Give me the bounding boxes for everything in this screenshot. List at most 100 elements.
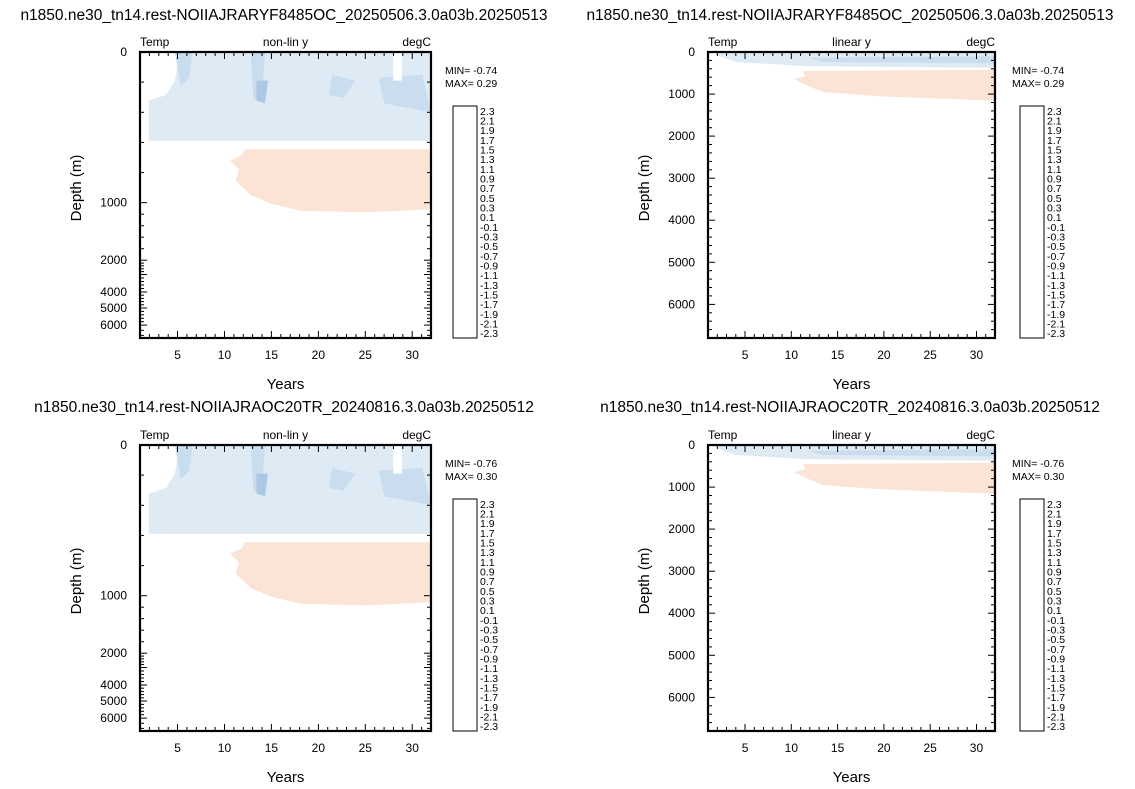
colorbar-label: -1.3 bbox=[1047, 673, 1065, 685]
panel-1: n1850.ne30_tn14.rest-NOIIAJRARYF8485OC_2… bbox=[20, 7, 547, 393]
x-tick-label: 20 bbox=[877, 348, 891, 362]
variable-label: Temp bbox=[140, 428, 170, 442]
colorbar-label: -2.3 bbox=[1047, 721, 1065, 733]
y-tick-label: 5000 bbox=[668, 648, 695, 662]
colorbar-label: 2.3 bbox=[1047, 499, 1062, 511]
colorbar-label: -1.5 bbox=[480, 290, 498, 302]
colorbar-label: -1.1 bbox=[480, 663, 498, 675]
colorbar-label: -1.5 bbox=[1047, 290, 1065, 302]
x-tick-label: 15 bbox=[265, 741, 279, 755]
colorbar-label: -0.9 bbox=[480, 261, 498, 273]
colorbar-label: 2.1 bbox=[480, 116, 495, 128]
variable-label: Temp bbox=[708, 35, 738, 49]
y-tick-label: 1000 bbox=[100, 196, 127, 210]
colorbar-label: -0.1 bbox=[480, 615, 498, 627]
max-value-text: MAX= 0.29 bbox=[445, 78, 497, 90]
colorbar-label: -0.9 bbox=[1047, 261, 1065, 273]
colorbar-label: 1.3 bbox=[480, 547, 495, 559]
colorbar-label: -2.3 bbox=[480, 328, 498, 340]
max-value-text: MAX= 0.29 bbox=[1012, 78, 1064, 90]
contour-negative-core bbox=[808, 449, 995, 457]
colorbar-label: 1.7 bbox=[480, 528, 495, 540]
contour-negative-core bbox=[808, 56, 995, 64]
y-tick-label: 1000 bbox=[668, 480, 695, 494]
min-value-text: MIN= -0.74 bbox=[445, 65, 497, 77]
colorbar-label: -0.7 bbox=[480, 644, 498, 656]
colorbar-label: 2.3 bbox=[480, 106, 495, 118]
axis-scale-label: linear y bbox=[832, 428, 871, 442]
colorbar-label: -1.7 bbox=[1047, 299, 1065, 311]
colorbar-label: -2.3 bbox=[1047, 328, 1065, 340]
colorbar-label: 0.9 bbox=[480, 174, 495, 186]
contour-fills bbox=[148, 52, 431, 213]
colorbar-label: -2.3 bbox=[480, 721, 498, 733]
y-tick-label: 2000 bbox=[100, 646, 127, 660]
colorbar-label: 0.7 bbox=[1047, 183, 1062, 195]
x-axis-label: Years bbox=[833, 376, 871, 393]
colorbar-label: -0.1 bbox=[1047, 615, 1065, 627]
x-tick-label: 10 bbox=[785, 741, 799, 755]
y-tick-label: 2000 bbox=[668, 522, 695, 536]
y-tick-label: 4000 bbox=[100, 285, 127, 299]
y-axis-label: Depth (m) bbox=[636, 548, 653, 615]
colorbar-label: 0.9 bbox=[480, 567, 495, 579]
y-tick-label: 6000 bbox=[100, 711, 127, 725]
colorbar-label: 0.5 bbox=[1047, 193, 1062, 205]
plot-frame bbox=[138, 443, 433, 733]
colorbar-label: 0.3 bbox=[1047, 203, 1062, 215]
x-tick-label: 5 bbox=[742, 741, 749, 755]
panel-4: n1850.ne30_tn14.rest-NOIIAJRAOC20TR_2024… bbox=[600, 399, 1100, 786]
max-value-text: MAX= 0.30 bbox=[1012, 471, 1064, 483]
colorbar-label: -0.5 bbox=[480, 634, 498, 646]
colorbar: 2.32.11.91.71.51.31.10.90.70.50.30.1-0.1… bbox=[452, 105, 498, 340]
contour-positive-region bbox=[794, 69, 995, 101]
colorbar-label: 2.1 bbox=[480, 509, 495, 521]
y-tick-label: 6000 bbox=[668, 690, 695, 704]
colorbar-label: 0.1 bbox=[1047, 605, 1062, 617]
contour-negative-core bbox=[378, 74, 431, 113]
x-tick-label: 25 bbox=[359, 348, 373, 362]
colorbar-label: 1.5 bbox=[480, 538, 495, 550]
y-tick-label: 1000 bbox=[100, 589, 127, 603]
x-tick-label: 15 bbox=[831, 741, 845, 755]
colorbar: 2.32.11.91.71.51.31.10.90.70.50.30.1-0.1… bbox=[452, 498, 498, 733]
contour-positive-region bbox=[794, 462, 995, 494]
panel-title: n1850.ne30_tn14.rest-NOIIAJRAOC20TR_2024… bbox=[34, 399, 534, 416]
colorbar-label: -1.3 bbox=[480, 673, 498, 685]
min-value-text: MIN= -0.76 bbox=[445, 458, 497, 470]
y-tick-label: 3000 bbox=[668, 171, 695, 185]
contour-negative-core bbox=[174, 445, 193, 480]
x-tick-label: 10 bbox=[218, 348, 232, 362]
colorbar-label: 1.1 bbox=[1047, 164, 1062, 176]
colorbar-label: 2.1 bbox=[1047, 116, 1062, 128]
contour-negative-core bbox=[174, 52, 193, 87]
max-value-text: MAX= 0.30 bbox=[445, 471, 497, 483]
panel-title: n1850.ne30_tn14.rest-NOIIAJRAOC20TR_2024… bbox=[600, 399, 1100, 416]
x-tick-label: 30 bbox=[970, 348, 984, 362]
y-tick-label: 4000 bbox=[100, 678, 127, 692]
colorbar-label: -1.3 bbox=[1047, 280, 1065, 292]
y-tick-label: 3000 bbox=[668, 564, 695, 578]
contour-zero-gap bbox=[393, 52, 402, 81]
y-tick-label: 2000 bbox=[668, 129, 695, 143]
units-label: degC bbox=[402, 35, 431, 49]
x-tick-label: 5 bbox=[174, 348, 181, 362]
x-tick-label: 10 bbox=[785, 348, 799, 362]
y-tick-label: 4000 bbox=[668, 213, 695, 227]
x-tick-label: 20 bbox=[312, 741, 326, 755]
colorbar-label: -1.9 bbox=[480, 309, 498, 321]
colorbar-label: 1.5 bbox=[480, 145, 495, 157]
x-axis-label: Years bbox=[267, 769, 305, 786]
units-label: degC bbox=[966, 428, 995, 442]
axis-scale-label: non-lin y bbox=[263, 428, 308, 442]
colorbar-label: -0.3 bbox=[480, 232, 498, 244]
colorbar-label: -0.7 bbox=[480, 251, 498, 263]
contour-zero-gap bbox=[393, 445, 402, 474]
y-tick-label: 5000 bbox=[668, 255, 695, 269]
colorbar: 2.32.11.91.71.51.31.10.90.70.50.30.1-0.1… bbox=[1019, 498, 1065, 733]
variable-label: Temp bbox=[708, 428, 738, 442]
units-label: degC bbox=[966, 35, 995, 49]
colorbar-label: 0.1 bbox=[480, 605, 495, 617]
colorbar-label: 0.7 bbox=[1047, 576, 1062, 588]
